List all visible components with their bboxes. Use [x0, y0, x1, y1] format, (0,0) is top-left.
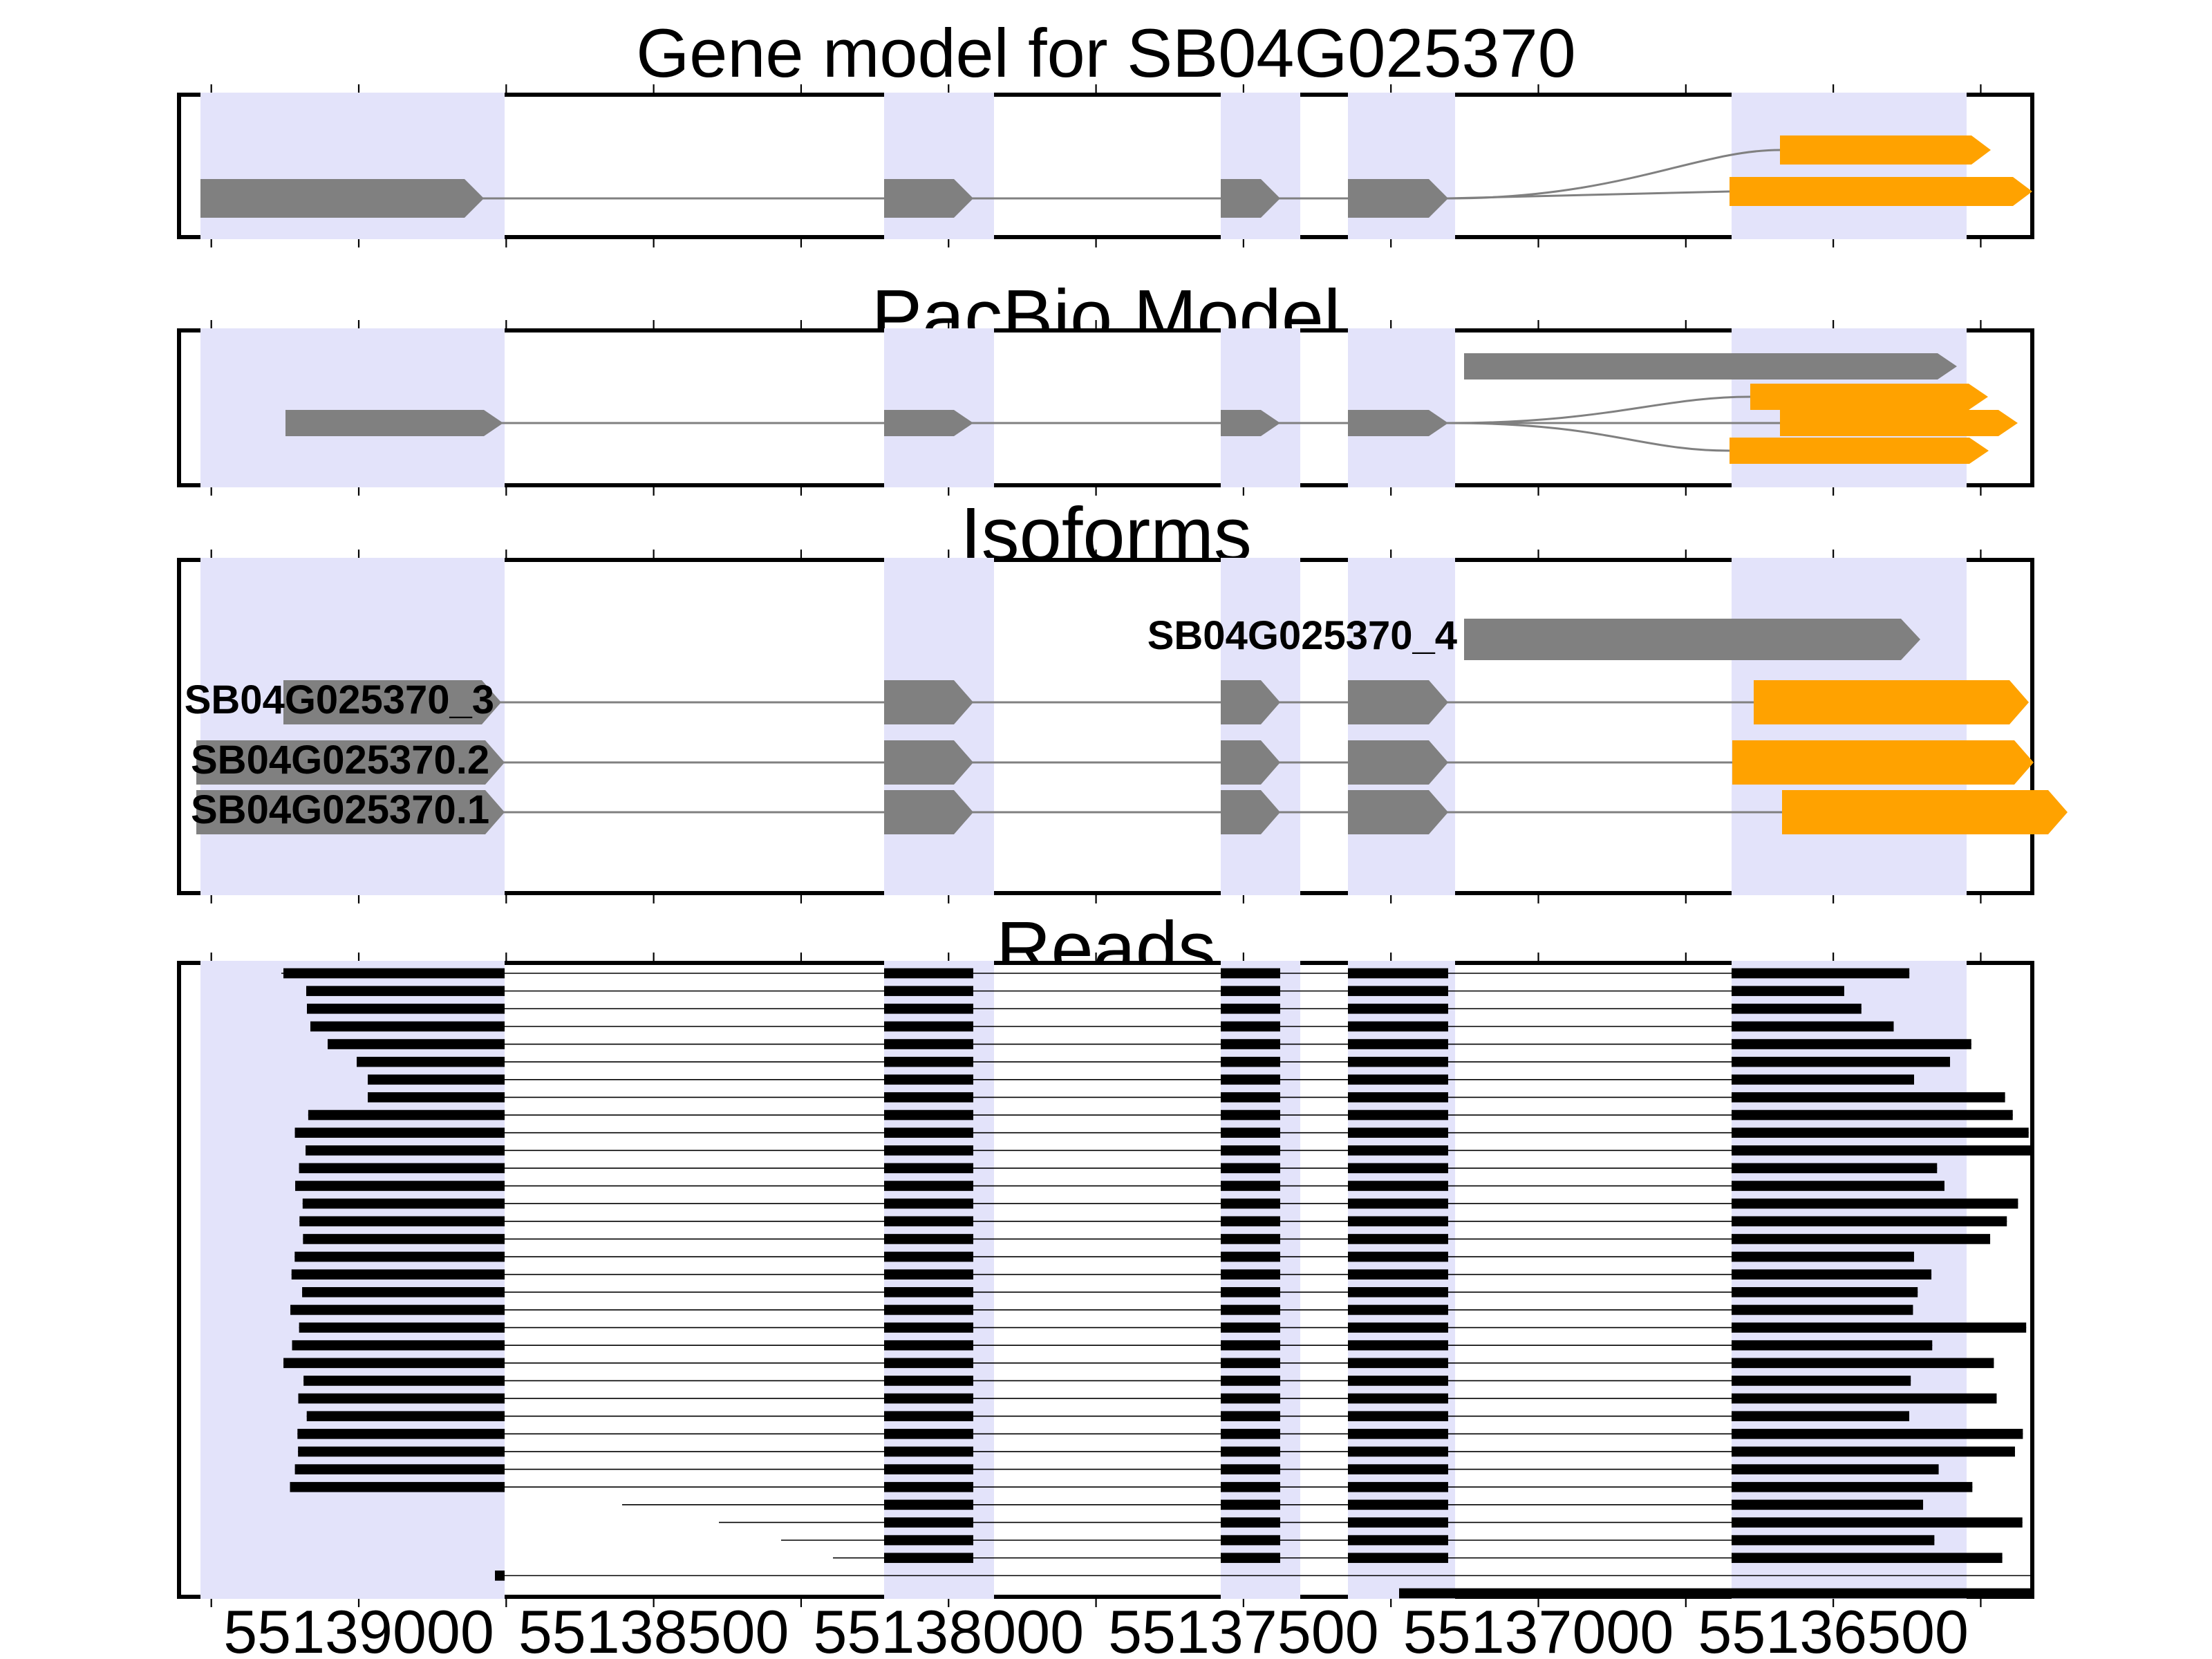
svg-text:SB04G025370_3: SB04G025370_3 [185, 677, 494, 722]
svg-text:55138000: 55138000 [813, 1597, 1084, 1659]
svg-text:55139000: 55139000 [223, 1597, 494, 1659]
svg-text:55137000: 55137000 [1403, 1597, 1674, 1659]
svg-text:SB04G025370_4: SB04G025370_4 [1147, 613, 1457, 658]
svg-text:55137500: 55137500 [1108, 1597, 1379, 1659]
svg-text:55136500: 55136500 [1698, 1597, 1969, 1659]
svg-text:55138500: 55138500 [518, 1597, 789, 1659]
svg-text:SB04G025370.1: SB04G025370.1 [191, 787, 489, 832]
svg-text:SB04G025370.2: SB04G025370.2 [191, 738, 489, 782]
